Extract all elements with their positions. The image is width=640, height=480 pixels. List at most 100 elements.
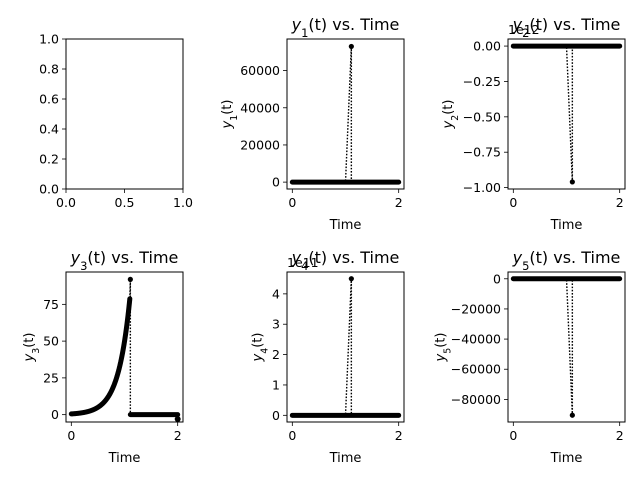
y-axis-label-symbol: y — [22, 353, 37, 362]
plot-area — [510, 43, 623, 185]
x-tick-label: 2 — [395, 195, 403, 210]
y-tick-label: 3 — [272, 317, 280, 332]
y-tick-label: 20000 — [240, 137, 280, 152]
y-tick-label: 0 — [51, 407, 59, 422]
x-tick-label: 2 — [616, 428, 624, 443]
x-tick-label: 0 — [67, 428, 75, 443]
x-tick-label: 0 — [509, 195, 517, 210]
series-line — [513, 278, 620, 416]
y-axis-label-subscript: 5 — [442, 348, 453, 354]
y-tick-label: −60000 — [451, 362, 501, 377]
y-axis-label: y5(t) — [433, 333, 453, 363]
y-tick-label: 0.4 — [39, 122, 59, 137]
y-axis-label-symbol: y — [220, 120, 235, 129]
plot-title-subscript: 1 — [301, 26, 308, 40]
y-tick-label: 0.00 — [473, 39, 501, 54]
y-tick-label: 75 — [43, 297, 59, 312]
y-tick-label: 2 — [272, 347, 280, 362]
y-axis-label: y3(t) — [22, 333, 42, 363]
y-axis-label: y1(t) — [220, 100, 240, 130]
y-axis-label-text: (t) — [22, 333, 37, 348]
y-tick-label: 1.0 — [39, 32, 59, 47]
y-tick-label: −1.00 — [463, 180, 501, 195]
plot-title-symbol: y — [291, 15, 302, 34]
y-axis-label: y2(t) — [441, 100, 461, 130]
y-tick-label: 0 — [493, 271, 501, 286]
y-offset-text: 1e11 — [287, 255, 319, 270]
y-tick-label: −80000 — [451, 392, 501, 407]
series-point-spike — [569, 412, 575, 418]
y-tick-label: 0 — [272, 408, 280, 423]
plot-title: y4(t) vs. Time — [291, 248, 400, 273]
series-point-spike — [348, 276, 354, 282]
y-tick-label: −20000 — [451, 301, 501, 316]
plot-title-subscript: 4 — [301, 259, 308, 273]
y-tick-label: 0.8 — [39, 62, 59, 77]
plot-title-text: (t) vs. Time — [529, 248, 620, 267]
y-tick-label: 25 — [43, 370, 59, 385]
plot-title-symbol: y — [512, 15, 523, 34]
y-tick-label: −0.75 — [463, 145, 501, 160]
axes-frame — [65, 271, 184, 423]
x-axis-label: Time — [550, 451, 583, 466]
axes-frame — [286, 271, 405, 423]
y-axis-label-subscript: 2 — [450, 115, 461, 121]
x-tick-label: 2 — [395, 428, 403, 443]
series-point-spike — [127, 276, 133, 282]
plot-title: y2(t) vs. Time — [512, 15, 621, 40]
x-tick-label: 1.0 — [173, 195, 193, 210]
y-axis-label-subscript: 4 — [259, 348, 270, 354]
plot-area — [289, 276, 402, 418]
y-axis-label-symbol: y — [433, 353, 448, 362]
x-tick-label: 0 — [288, 195, 296, 210]
y-tick-label: 4 — [272, 286, 280, 301]
x-axis-label: Time — [108, 451, 141, 466]
x-axis-label: Time — [550, 218, 583, 233]
plot-title-symbol: y — [70, 248, 81, 267]
plot-title-symbol: y — [291, 248, 302, 267]
series-point-end — [174, 416, 181, 423]
y-axis-label-text: (t) — [441, 100, 456, 115]
y-tick-label: 0.6 — [39, 92, 59, 107]
x-axis-label: Time — [329, 451, 362, 466]
y-offset-text: 1e12 — [508, 22, 540, 37]
plot-area — [289, 43, 402, 185]
plot-title-text: (t) vs. Time — [308, 15, 399, 34]
y-axis-label: y4(t) — [250, 333, 270, 363]
series-line — [513, 45, 620, 182]
y-axis-label-text: (t) — [220, 100, 235, 115]
plot-area — [510, 276, 623, 418]
y-axis-label-text: (t) — [250, 333, 265, 348]
y-axis-label-symbol: y — [441, 120, 456, 129]
series-markers-rise — [68, 296, 133, 417]
plot-title-symbol: y — [512, 248, 523, 267]
subplot-1: 0.0 0.5 1.0 0.0 0.2 0.4 0.6 0.8 1.0 — [39, 32, 193, 211]
series-line — [292, 46, 399, 183]
plot-title-text: (t) vs. Time — [308, 248, 399, 267]
y-tick-label: −0.25 — [463, 74, 501, 89]
plot-title: y1(t) vs. Time — [291, 15, 400, 40]
y-tick-label: 1 — [272, 377, 280, 392]
y-axis-label-subscript: 1 — [229, 115, 240, 121]
y-axis-label-text: (t) — [433, 333, 448, 348]
axes-frame — [286, 38, 405, 190]
x-tick-label: 0.0 — [56, 195, 76, 210]
x-axis-label: Time — [329, 218, 362, 233]
plot-title-text: (t) vs. Time — [529, 15, 620, 34]
y-tick-label: 0.2 — [39, 152, 59, 167]
y-tick-label: 60000 — [240, 63, 280, 78]
axes-frame — [65, 38, 184, 190]
plot-area — [68, 276, 181, 423]
series-point-spike — [569, 179, 575, 185]
x-tick-label: 2 — [174, 428, 182, 443]
x-tick-label: 0.5 — [115, 195, 135, 210]
plot-title: y5(t) vs. Time — [512, 248, 621, 273]
y-tick-label: 0 — [272, 175, 280, 190]
x-tick-label: 2 — [616, 195, 624, 210]
